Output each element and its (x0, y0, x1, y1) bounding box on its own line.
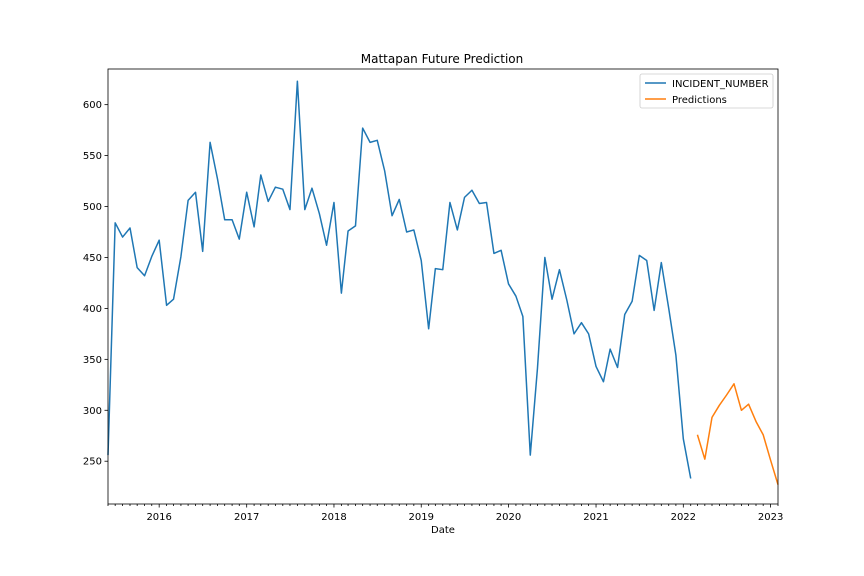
x-tick-label: 2023 (758, 512, 783, 523)
legend-label-predictions: Predictions (672, 95, 727, 106)
x-tick-label: 2020 (496, 512, 521, 523)
y-tick-label: 350 (83, 355, 102, 366)
y-tick-label: 450 (83, 253, 102, 264)
y-tick-label: 300 (83, 406, 102, 417)
legend: INCIDENT_NUMBER Predictions (639, 73, 774, 109)
y-tick-label: 500 (83, 202, 102, 213)
y-tick-label: 600 (83, 100, 102, 111)
series-line-predictions (696, 383, 779, 485)
y-axis: 250 300 350 400 450 500 550 600 (83, 100, 108, 468)
y-tick-label: 250 (83, 457, 102, 468)
plot-frame (107, 68, 779, 505)
series-layer (107, 80, 779, 485)
legend-label-incident-number: INCIDENT_NUMBER (672, 79, 769, 90)
y-tick-label: 400 (83, 304, 102, 315)
x-tick-label: 2017 (234, 512, 259, 523)
x-tick-label: 2018 (321, 512, 346, 523)
y-tick-label: 550 (83, 151, 102, 162)
x-tick-label: 2016 (146, 512, 171, 523)
x-tick-label: 2021 (583, 512, 608, 523)
x-tick-label: 2022 (671, 512, 696, 523)
x-axis-label: Date (431, 525, 455, 536)
legend-box (639, 73, 774, 109)
x-axis: 2016 2017 2018 2019 2020 2021 2022 2023 (107, 504, 783, 523)
x-tick-label: 2019 (409, 512, 434, 523)
series-line-incident-number (107, 80, 692, 479)
chart-title: Mattapan Future Prediction (361, 52, 524, 66)
